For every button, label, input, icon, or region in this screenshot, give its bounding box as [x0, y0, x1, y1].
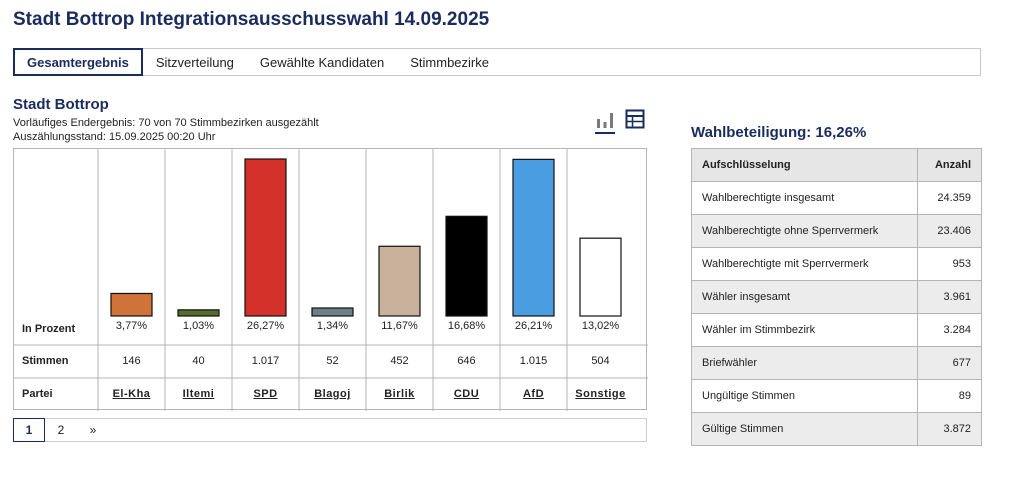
row-label: Gültige Stimmen — [691, 412, 918, 446]
header-breakdown: Aufschlüsselung — [691, 148, 918, 182]
votes-label: 1.017 — [251, 355, 280, 367]
percent-label: 26,21% — [514, 320, 553, 332]
party-link[interactable]: SPD — [253, 388, 278, 400]
count-status: Vorläufiges Endergebnis: 70 von 70 Stimm… — [13, 117, 319, 129]
tab-gewaehlte-kandidaten[interactable]: Gewählte Kandidaten — [259, 54, 385, 70]
party-link[interactable]: El-Kha — [112, 388, 151, 400]
table-row: Ungültige Stimmen 89 — [691, 379, 982, 413]
percent-label: 3,77% — [115, 320, 148, 332]
votes-label: 452 — [390, 355, 409, 367]
tab-stimmbezirke[interactable]: Stimmbezirke — [410, 54, 489, 70]
row-label: Wähler insgesamt — [691, 280, 918, 314]
page-1-button[interactable]: 1 — [13, 418, 45, 442]
table-row: Wahlberechtigte mit Sperrvermerk 953 — [691, 247, 982, 281]
party-link[interactable]: Sonstige — [575, 388, 626, 400]
table-row: Briefwähler 677 — [691, 346, 982, 380]
page-2-button[interactable]: 2 — [57, 423, 65, 437]
row-value: 3.872 — [917, 412, 982, 446]
bar-chart-view-button[interactable] — [594, 109, 616, 135]
page-title: Stadt Bottrop Integrationsausschusswahl … — [13, 9, 490, 30]
percent-label: 1,34% — [316, 320, 349, 332]
results-chart: In Prozent Stimmen Partei 3,77% 146 El-Kha… — [13, 148, 648, 411]
row-label: Wahlberechtigte mit Sperrvermerk — [691, 247, 918, 281]
votes-label: 504 — [591, 355, 610, 367]
row-value: 89 — [917, 379, 982, 413]
votes-label: 1.015 — [519, 355, 548, 367]
bar-birlik — [378, 245, 421, 317]
bar-blagoj — [311, 307, 354, 317]
bar-el-kha — [110, 292, 153, 317]
percent-label: 26,27% — [246, 320, 285, 332]
votes-label: 40 — [192, 355, 205, 367]
row-value: 23.406 — [917, 214, 982, 248]
percent-label: 16,68% — [447, 320, 486, 332]
bar-iltemi — [177, 309, 220, 317]
turnout-table: Aufschlüsselung Anzahl Wahlberechtigte i… — [691, 148, 982, 446]
votes-label: 52 — [326, 355, 339, 367]
pagination: 1 2 » — [13, 418, 647, 442]
tab-sitzverteilung[interactable]: Sitzverteilung — [155, 54, 234, 70]
header-count: Anzahl — [917, 148, 982, 182]
row-label-party: Partei — [22, 388, 53, 400]
row-label: Wahlberechtigte ohne Sperrvermerk — [691, 214, 918, 248]
table-row: Wähler im Stimmbezirk 3.284 — [691, 313, 982, 347]
bar-cdu — [445, 215, 488, 317]
party-link[interactable]: Iltemi — [182, 388, 215, 400]
percent-label: 13,02% — [581, 320, 620, 332]
tab-gesamtergebnis[interactable]: Gesamtergebnis — [13, 48, 143, 76]
table-row: Wahlberechtigte insgesamt 24.359 — [691, 181, 982, 215]
table-row: Wahlberechtigte ohne Sperrvermerk 23.406 — [691, 214, 982, 248]
turnout-title: Wahlbeteiligung: 16,26% — [691, 124, 867, 141]
row-value: 953 — [917, 247, 982, 281]
table-icon — [625, 109, 645, 129]
votes-label: 146 — [122, 355, 141, 367]
bar-spd — [244, 158, 287, 317]
row-label: Ungültige Stimmen — [691, 379, 918, 413]
percent-label: 11,67% — [381, 320, 418, 332]
row-label-percent: In Prozent — [22, 323, 76, 335]
view-toggle — [594, 109, 646, 135]
row-label: Briefwähler — [691, 346, 918, 380]
bar-chart-icon — [597, 113, 613, 128]
row-value: 24.359 — [917, 181, 982, 215]
row-label: Wahlberechtigte insgesamt — [691, 181, 918, 215]
party-link[interactable]: CDU — [453, 388, 480, 400]
bar-afd — [512, 158, 555, 317]
table-view-button[interactable] — [624, 109, 646, 135]
table-row: Gültige Stimmen 3.872 — [691, 412, 982, 446]
tab-bar: Gesamtergebnis Sitzverteilung Gewählte K… — [13, 48, 981, 76]
percent-label: 1,03% — [182, 320, 215, 332]
bar-sonstige — [579, 237, 622, 317]
party-link[interactable]: Blagoj — [314, 388, 351, 400]
results-chart-svg — [14, 149, 648, 411]
party-link[interactable]: Birlik — [384, 388, 415, 400]
row-value: 3.284 — [917, 313, 982, 347]
next-page-button[interactable]: » — [89, 423, 97, 437]
party-link[interactable]: AfD — [522, 388, 545, 400]
table-row: Wähler insgesamt 3.961 — [691, 280, 982, 314]
row-label-votes: Stimmen — [22, 355, 69, 367]
row-value: 3.961 — [917, 280, 982, 314]
section-title: Stadt Bottrop — [13, 96, 109, 113]
row-value: 677 — [917, 346, 982, 380]
votes-label: 646 — [457, 355, 476, 367]
count-timestamp: Auszählungsstand: 15.09.2025 00:20 Uhr — [13, 131, 216, 143]
row-label: Wähler im Stimmbezirk — [691, 313, 918, 347]
